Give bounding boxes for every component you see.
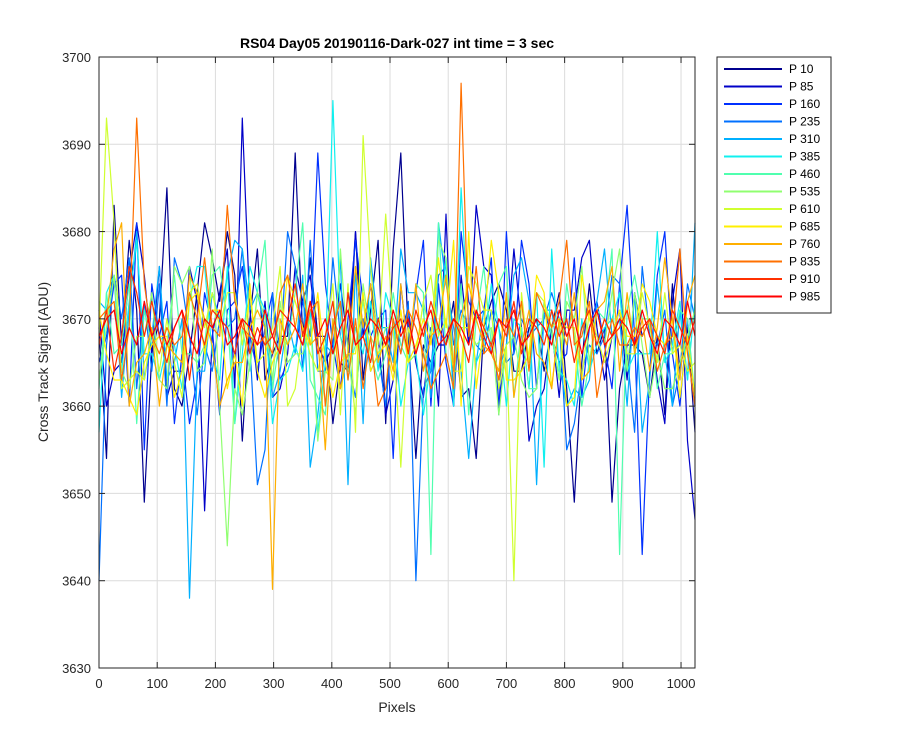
y-tick-label: 3640 <box>62 574 91 589</box>
series-line-p835 <box>98 82 696 407</box>
y-tick-label: 3680 <box>62 225 91 240</box>
x-tick-label: 600 <box>437 676 459 691</box>
legend-label: P 835 <box>789 255 820 269</box>
x-tick-label: 100 <box>146 676 168 691</box>
series-lines <box>98 82 696 599</box>
legend-label: P 10 <box>789 62 814 76</box>
legend-label: P 85 <box>789 80 814 94</box>
legend-label: P 160 <box>789 97 820 111</box>
legend-box <box>716 56 832 314</box>
legend-label: P 685 <box>789 220 820 234</box>
x-tick-label: 900 <box>612 676 634 691</box>
legend-label: P 310 <box>789 132 820 146</box>
y-tick-label: 3660 <box>62 399 91 414</box>
x-tick-label: 0 <box>95 676 102 691</box>
chart-title: RS04 Day05 20190116-Dark-027 int time = … <box>240 35 554 51</box>
x-tick-label: 1000 <box>667 676 696 691</box>
legend-label: P 235 <box>789 115 820 129</box>
x-tick-label: 300 <box>263 676 285 691</box>
x-axis-label: Pixels <box>378 699 415 715</box>
series-line-p760 <box>98 222 696 591</box>
legend-label: P 610 <box>789 202 820 216</box>
y-axis-label: Cross Track Signal (ADU) <box>35 282 51 442</box>
x-tick-label: 500 <box>379 676 401 691</box>
y-tick-label: 3690 <box>62 137 91 152</box>
y-tick-label: 3700 <box>62 50 91 65</box>
legend-label: P 910 <box>789 272 820 286</box>
series-line-p610 <box>98 117 696 582</box>
legend-label: P 535 <box>789 185 820 199</box>
series-line-p160 <box>98 152 696 556</box>
y-tick-label: 3650 <box>62 486 91 501</box>
x-tick-label: 400 <box>321 676 343 691</box>
x-tick-label: 800 <box>554 676 576 691</box>
y-tick-label: 3630 <box>62 661 91 676</box>
legend-label: P 985 <box>789 290 820 304</box>
y-tick-label: 3670 <box>62 312 91 327</box>
axis-ticks <box>98 56 695 669</box>
series-line-p385 <box>98 99 696 468</box>
x-tick-label: 700 <box>496 676 518 691</box>
tick-labels: 0 100 200 300 400 500 600 700 800 900 1000 3630 3640… <box>62 50 695 691</box>
series-line-p985 <box>98 300 696 355</box>
plot-frame <box>98 56 696 669</box>
legend-label: P 760 <box>789 237 820 251</box>
legend: P 10 P 85 P 160 P 235 P 310 P 385 P 460 P 535 P … <box>716 56 832 314</box>
legend-label: P 460 <box>789 167 820 181</box>
legend-label: P 385 <box>789 150 820 164</box>
x-tick-label: 200 <box>205 676 227 691</box>
